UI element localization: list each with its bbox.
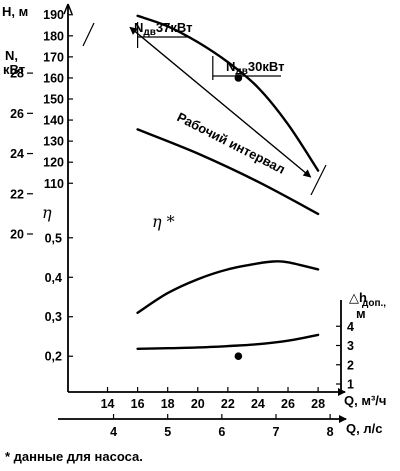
q-m3h-axis-label: Q, м³/ч: [344, 393, 386, 408]
head-tick-label: 110: [44, 177, 64, 191]
q-m3h-tick-label: 28: [311, 397, 325, 411]
power-annotation-30-value: 30кВт: [248, 59, 285, 74]
q-m3h-tick-label: 26: [281, 397, 295, 411]
working-range-end-bar: [310, 164, 327, 196]
head-tick-label: 130: [43, 135, 64, 149]
q-ls-tick-label: 4: [110, 425, 117, 439]
head-tick-label: 150: [43, 93, 64, 107]
head-axis-label: H, м: [2, 4, 28, 19]
q-ls-tick-label: 5: [164, 425, 171, 439]
head-curve: [136, 14, 320, 172]
q-ls-axis-label: Q, л/с: [346, 421, 382, 436]
efficiency-tick-label: 0,2: [45, 350, 62, 364]
q-m3h-tick-label: 22: [221, 397, 235, 411]
curves-layer: [82, 14, 327, 361]
q-m3h-tick-label: 14: [101, 397, 115, 411]
efficiency-tick-label: 0,3: [45, 310, 62, 324]
npsh-axis-unit: м: [356, 306, 366, 321]
npsh-axis-label: △h: [349, 290, 367, 305]
working-range-start-bar: [82, 22, 95, 47]
power-annotation-37-sub: дв: [143, 27, 156, 38]
text-layer: H, м N, кВт η △h доп., м Q, м³/ч Q, л/с …: [2, 4, 386, 464]
npsh-tick-label: 1: [347, 378, 354, 392]
q-ls-tick-label: 7: [273, 425, 280, 439]
power-tick-label: 20: [10, 227, 24, 241]
q-ls-tick-label: 6: [218, 425, 225, 439]
svg-text:Nдв37кВт: Nдв37кВт: [134, 20, 192, 38]
power-tick-label: 22: [10, 187, 24, 201]
power-tick-label: 24: [10, 147, 24, 161]
head-tick-label: 140: [43, 114, 64, 128]
efficiency-axis-label: η: [42, 203, 52, 222]
svg-text:Nдв30кВт: Nдв30кВт: [226, 59, 284, 77]
footnote: * данные для насоса.: [5, 449, 143, 464]
power-annotation-30-prefix: N: [226, 59, 235, 74]
left-axis-arrow-a: [63, 3, 69, 15]
q-ls-tick-label: 8: [327, 425, 334, 439]
power-annotation-37-value: 37кВт: [156, 20, 193, 35]
power-tick-label: 28: [10, 67, 24, 81]
q-ls-axis-arrow: [339, 415, 347, 423]
left-axis-arrow-b: [67, 3, 73, 15]
efficiency-curve: [136, 260, 320, 314]
head-tick-label: 180: [43, 29, 64, 43]
q-m3h-tick-label: 24: [251, 397, 265, 411]
npsh-curve: [136, 333, 320, 350]
power-annotation-30-sub: дв: [235, 66, 248, 77]
npsh-tick-label: 4: [347, 320, 354, 334]
efficiency-marker: [234, 352, 243, 361]
efficiency-tick-label: 0,4: [45, 271, 62, 285]
eta-star-label: η *: [152, 212, 175, 231]
npsh-tick-label: 3: [347, 339, 354, 353]
power-annotation-37: Nдв37кВт: [134, 20, 192, 38]
power-axis-label: N,: [5, 48, 18, 63]
axes-layer: [27, 3, 347, 423]
q-m3h-axis-arrow: [338, 388, 346, 396]
q-m3h-tick-label: 18: [161, 397, 175, 411]
q-m3h-tick-label: 20: [191, 397, 205, 411]
npsh-axis-sub: доп.,: [362, 298, 386, 309]
npsh-tick-label: 2: [347, 358, 354, 372]
q-m3h-tick-label: 16: [131, 397, 145, 411]
head-tick-label: 160: [43, 71, 64, 85]
power-tick-label: 26: [10, 107, 24, 121]
head-tick-label: 190: [43, 8, 64, 22]
working-range-label: Рабочий интервал: [175, 109, 288, 176]
power-curve: [136, 128, 320, 216]
power-annotation-30: Nдв30кВт: [226, 59, 284, 77]
power-axis-unit: кВт: [3, 62, 25, 77]
head-tick-label: 120: [43, 156, 64, 170]
working-range-arrow-back: [129, 26, 311, 178]
efficiency-tick-label: 0,5: [45, 231, 62, 245]
head-tick-label: 170: [43, 50, 64, 64]
power-annotation-37-prefix: N: [134, 20, 143, 35]
